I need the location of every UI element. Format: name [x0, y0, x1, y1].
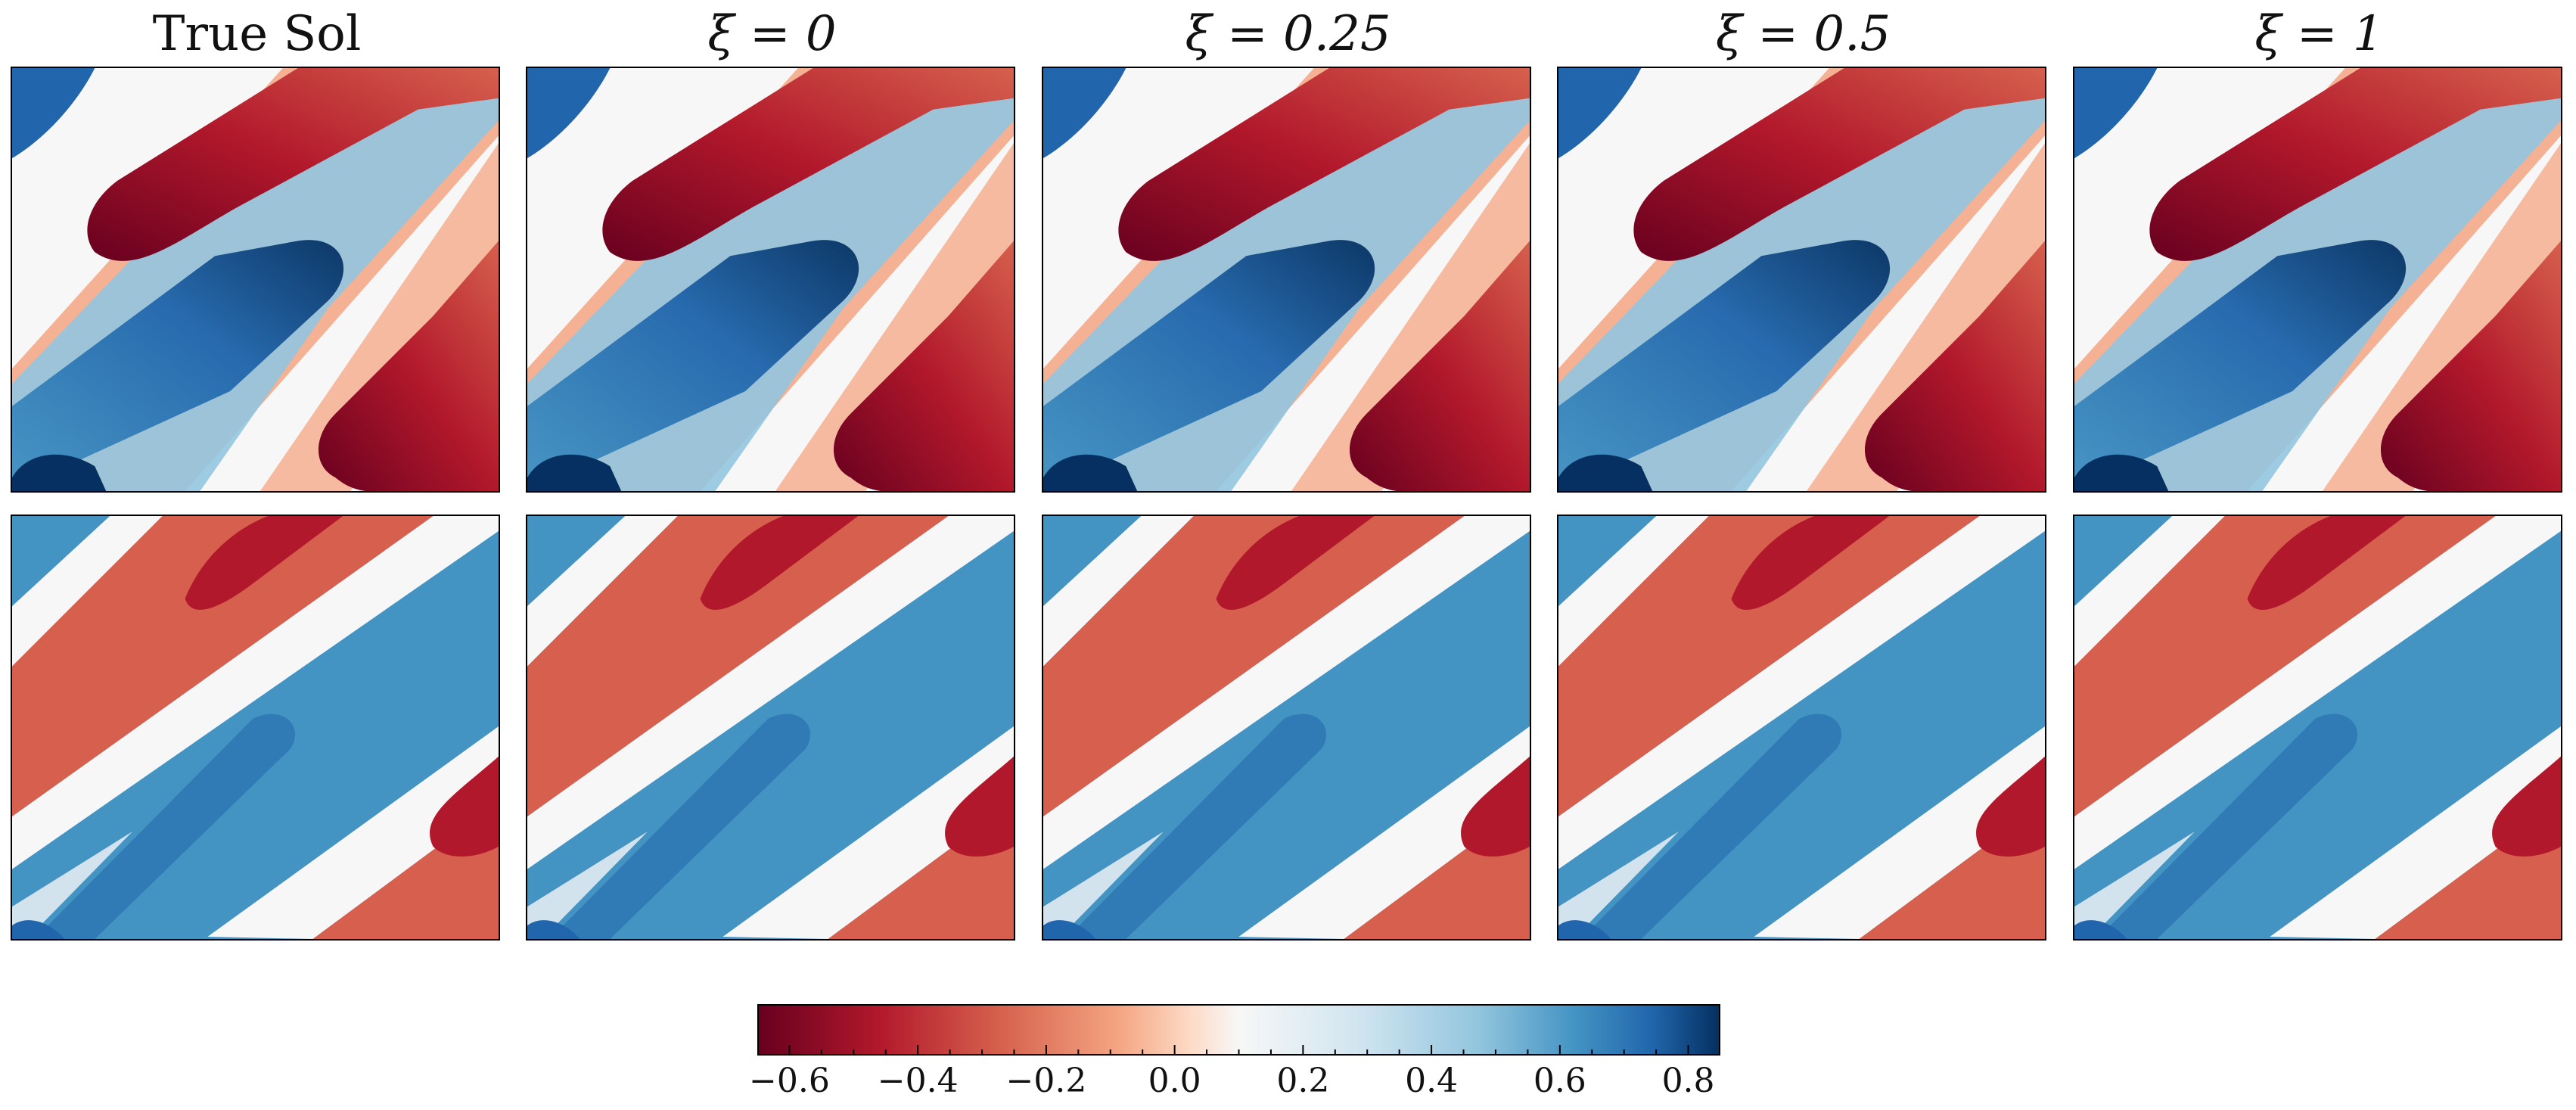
white-stripe-4	[1558, 832, 1680, 939]
red-spot-top	[185, 516, 343, 610]
red-lobe-upper	[1633, 68, 2045, 261]
white-stripe-3	[2270, 726, 2561, 939]
blue-lobe-lower	[1580, 714, 1842, 939]
red-lobe-upper	[87, 68, 499, 261]
white-stripe-2	[527, 516, 1014, 869]
red-spot-right	[2492, 756, 2561, 857]
red-spot-top	[2247, 516, 2406, 610]
blue-lobe-center	[1558, 240, 1891, 491]
red-spot-right	[1976, 756, 2045, 857]
blue-lobe-lower	[2096, 714, 2358, 939]
blue-corner-bottom-left	[527, 920, 580, 939]
white-stripe-2	[2074, 516, 2561, 869]
blue-lobe-lower	[549, 714, 811, 939]
colorbar-tick-label: −0.6	[749, 1062, 830, 1100]
diagonal-band-warm-lower	[775, 143, 1014, 491]
blue-corner-top-left	[527, 68, 611, 159]
white-stripe-4	[527, 832, 648, 939]
colorbar-tick-label: 0.6	[1533, 1062, 1586, 1100]
blue-corner-bottom-left	[527, 454, 622, 491]
blue-corner-bottom-left	[12, 920, 65, 939]
colorbar-tick-label: 0.4	[1405, 1062, 1458, 1100]
blue-corner-bottom-left	[2074, 920, 2127, 939]
blue-corner-top-left	[12, 68, 95, 159]
column-title-xi-0: ξ = 0	[707, 6, 837, 62]
blue-corner-top-left	[1558, 68, 1642, 159]
red-spot-right	[1461, 756, 1530, 857]
red-spot-right	[945, 756, 1014, 857]
white-stripe-4	[12, 832, 133, 939]
column-title-true-sol: True Sol	[152, 6, 362, 62]
blue-lobe-center	[12, 240, 344, 491]
red-lobe-lower	[1864, 241, 2045, 491]
column-title-xi-0-5: ξ = 0.5	[1715, 6, 1891, 62]
white-stripe-2	[1558, 516, 2045, 869]
blue-lobe-center	[527, 240, 859, 491]
red-lobe-lower	[1349, 241, 1530, 491]
blue-corner-bottom-left	[1043, 920, 1096, 939]
white-stripe-3	[1238, 726, 1530, 939]
red-lobe-upper	[1118, 68, 1530, 261]
blue-lobe-center	[1043, 240, 1375, 491]
red-lobe-lower	[2380, 241, 2561, 491]
heatmap-panel-row1-xi-0-25	[1042, 67, 1531, 493]
blue-corner-bottom-left	[2074, 454, 2169, 491]
diagonal-band-warm-lower	[259, 143, 499, 491]
white-stripe-3	[1754, 726, 2045, 939]
blue-lobe-lower	[1065, 714, 1327, 939]
blue-corner-top-left	[2074, 68, 2158, 159]
red-lobe-lower	[318, 241, 499, 491]
diagonal-band-warm-lower	[1291, 143, 1530, 491]
red-spot-top	[700, 516, 859, 610]
blue-corner-bottom-left	[1558, 454, 1653, 491]
blue-corner-top-left	[1043, 68, 1126, 159]
colorbar-tick-label: 0.0	[1148, 1062, 1201, 1100]
blue-corner-bottom-left	[1558, 920, 1611, 939]
blue-lobe-center	[2074, 240, 2407, 491]
white-stripe-2	[1043, 516, 1530, 869]
red-lobe-upper	[2149, 68, 2561, 261]
heatmap-panel-row1-xi-1	[2073, 67, 2562, 493]
blue-corner-bottom-left	[1043, 454, 1138, 491]
heatmap-panel-row1-xi-0-5	[1557, 67, 2046, 493]
red-spot-right	[430, 756, 499, 857]
colorbar-tick-label: 0.2	[1276, 1062, 1329, 1100]
red-spot-top	[1216, 516, 1375, 610]
heatmap-panel-row1-xi-0	[526, 67, 1015, 493]
white-stripe-4	[1043, 832, 1164, 939]
diagonal-band-warm-lower	[2322, 143, 2561, 491]
blue-corner-bottom-left	[12, 454, 107, 491]
red-lobe-upper	[602, 68, 1014, 261]
column-title-xi-0-25: ξ = 0.25	[1185, 6, 1391, 62]
blue-lobe-lower	[34, 714, 296, 939]
colorbar-tick-label: −0.2	[1005, 1062, 1086, 1100]
colorbar-tick-label: 0.8	[1662, 1062, 1715, 1100]
colorbar	[757, 1004, 1720, 1056]
heatmap-panel-row2-xi-1	[2073, 515, 2562, 941]
heatmap-panel-row2-true-sol	[11, 515, 500, 941]
white-stripe-2	[12, 516, 499, 869]
heatmap-panel-row1-true-sol	[11, 67, 500, 493]
heatmap-panel-row2-xi-0-25	[1042, 515, 1531, 941]
red-spot-top	[1731, 516, 1890, 610]
white-stripe-3	[207, 726, 499, 939]
colorbar-tick-label: −0.4	[878, 1062, 959, 1100]
red-lobe-lower	[833, 241, 1014, 491]
white-stripe-4	[2074, 832, 2195, 939]
white-stripe-3	[722, 726, 1014, 939]
heatmap-panel-row2-xi-0	[526, 515, 1015, 941]
column-title-xi-1: ξ = 1	[2254, 6, 2384, 62]
diagonal-band-warm-lower	[1806, 143, 2045, 491]
heatmap-panel-row2-xi-0-5	[1557, 515, 2046, 941]
